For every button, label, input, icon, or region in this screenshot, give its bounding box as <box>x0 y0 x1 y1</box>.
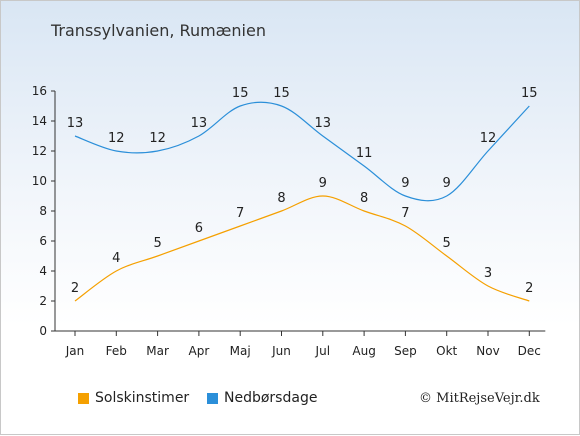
x-tick-label: Jan <box>65 344 85 358</box>
data-label-rain-days: 13 <box>191 116 208 131</box>
legend-label-rain-days: Nedbørsdage <box>224 390 318 406</box>
x-tick-label: Okt <box>436 344 457 358</box>
x-tick-label: Jul <box>315 344 330 358</box>
y-tick-label: 14 <box>32 114 47 128</box>
data-label-rain-days: 12 <box>480 131 497 146</box>
x-tick-label: Mar <box>146 344 169 358</box>
data-label-rain-days: 13 <box>67 116 84 131</box>
legend-item-sunshine: Solskinstimer <box>78 390 189 406</box>
data-label-rain-days: 11 <box>356 146 373 161</box>
x-tick-label: Maj <box>230 344 251 358</box>
x-tick-label: Sep <box>394 344 417 358</box>
y-tick-label: 0 <box>39 324 47 338</box>
y-tick-label: 12 <box>32 144 47 158</box>
data-label-rain-days: 13 <box>315 116 332 131</box>
data-label-sunshine: 2 <box>71 281 79 296</box>
data-label-sunshine: 8 <box>360 191 368 206</box>
data-label-rain-days: 12 <box>149 131 166 146</box>
data-label-sunshine: 7 <box>236 206 244 221</box>
series-line-sunshine <box>74 195 530 302</box>
data-label-rain-days: 15 <box>521 86 538 101</box>
data-label-rain-days: 9 <box>443 176 451 191</box>
legend-swatch-rain-days <box>207 392 218 404</box>
data-label-sunshine: 5 <box>443 236 451 251</box>
y-tick-label: 16 <box>32 84 47 98</box>
data-label-rain-days: 12 <box>108 131 125 146</box>
data-label-sunshine: 3 <box>484 266 492 281</box>
x-tick-label: Dec <box>518 344 541 358</box>
y-tick-label: 8 <box>39 204 47 218</box>
data-label-sunshine: 6 <box>195 221 203 236</box>
legend-item-rain-days: Nedbørsdage <box>207 390 317 406</box>
data-label-sunshine: 7 <box>401 206 409 221</box>
x-tick-label: Apr <box>189 344 210 358</box>
legend-swatch-sunshine <box>78 392 89 404</box>
legend-label-sunshine: Solskinstimer <box>95 390 190 406</box>
y-tick-label: 10 <box>32 174 47 188</box>
credit-text: © MitRejseVejr.dk <box>419 391 540 406</box>
chart-title: Transsylvanien, Rumænien <box>51 21 266 40</box>
data-label-sunshine: 5 <box>153 236 161 251</box>
data-label-sunshine: 9 <box>319 176 327 191</box>
data-label-rain-days: 15 <box>232 86 249 101</box>
data-label-rain-days: 9 <box>401 176 409 191</box>
y-tick-label: 4 <box>39 264 47 278</box>
series-line-rain-days <box>74 101 530 202</box>
x-tick-label: Jun <box>271 344 291 358</box>
data-label-rain-days: 15 <box>273 86 290 101</box>
x-tick-label: Aug <box>352 344 375 358</box>
data-label-sunshine: 8 <box>277 191 285 206</box>
data-label-sunshine: 2 <box>525 281 533 296</box>
x-tick-label: Nov <box>476 344 499 358</box>
y-tick-label: 6 <box>39 234 47 248</box>
y-tick-label: 2 <box>39 294 47 308</box>
x-tick-label: Feb <box>106 344 127 358</box>
data-label-sunshine: 4 <box>112 251 120 266</box>
